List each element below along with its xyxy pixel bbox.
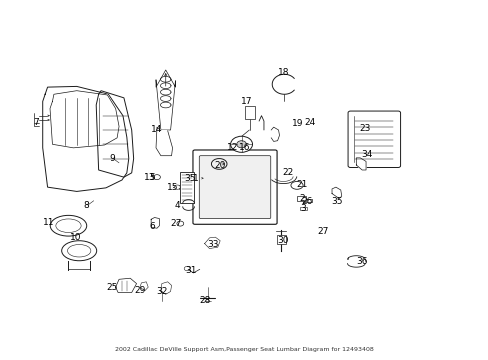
Text: 11: 11 <box>43 219 55 228</box>
Polygon shape <box>42 86 128 192</box>
Bar <box>180 172 194 203</box>
Text: 18: 18 <box>277 68 288 77</box>
Bar <box>302 199 311 202</box>
Text: 1: 1 <box>193 174 198 183</box>
Polygon shape <box>156 127 172 156</box>
Text: 15: 15 <box>166 183 178 192</box>
Polygon shape <box>96 91 133 177</box>
Text: 25: 25 <box>106 283 118 292</box>
Text: 28: 28 <box>199 296 210 305</box>
Text: 5: 5 <box>149 173 155 182</box>
Text: 23: 23 <box>359 124 370 133</box>
Text: 3: 3 <box>299 204 305 213</box>
Circle shape <box>184 266 190 271</box>
Text: 13: 13 <box>143 173 155 182</box>
Text: 10: 10 <box>69 233 81 242</box>
FancyBboxPatch shape <box>347 111 400 167</box>
Text: 34: 34 <box>361 150 372 159</box>
Bar <box>296 197 305 201</box>
Text: 16: 16 <box>238 143 250 152</box>
Polygon shape <box>50 91 119 148</box>
Text: 2: 2 <box>299 194 304 203</box>
Text: 8: 8 <box>83 201 89 210</box>
Text: 19: 19 <box>292 119 303 128</box>
Text: 17: 17 <box>241 97 252 106</box>
Polygon shape <box>331 187 341 199</box>
Text: 26: 26 <box>301 197 312 206</box>
Text: 32: 32 <box>156 287 167 296</box>
Text: 27: 27 <box>170 219 182 228</box>
Text: 22: 22 <box>282 168 293 177</box>
Polygon shape <box>151 217 159 228</box>
FancyBboxPatch shape <box>199 156 270 219</box>
Circle shape <box>177 221 183 226</box>
Ellipse shape <box>67 244 91 257</box>
Text: 27: 27 <box>317 227 328 236</box>
Text: 35: 35 <box>330 197 342 206</box>
Polygon shape <box>161 282 171 294</box>
Bar <box>300 207 306 210</box>
Ellipse shape <box>230 136 252 152</box>
Text: 21: 21 <box>296 180 307 189</box>
Text: 31: 31 <box>185 266 196 275</box>
Text: 20: 20 <box>214 161 225 170</box>
Text: 30: 30 <box>277 236 288 245</box>
Bar <box>277 235 285 244</box>
FancyBboxPatch shape <box>193 150 277 224</box>
Text: 24: 24 <box>304 118 315 127</box>
Text: 2002 Cadillac DeVille Support Asm,Passenger Seat Lumbar Diagram for 12493408: 2002 Cadillac DeVille Support Asm,Passen… <box>115 347 373 352</box>
Polygon shape <box>356 158 366 170</box>
Circle shape <box>174 185 180 189</box>
Polygon shape <box>140 282 148 291</box>
Polygon shape <box>204 237 220 249</box>
Text: 33: 33 <box>207 240 218 249</box>
Text: 4: 4 <box>174 201 180 210</box>
Ellipse shape <box>61 241 97 261</box>
Text: 36: 36 <box>356 257 367 266</box>
Text: 12: 12 <box>226 143 238 152</box>
Circle shape <box>153 175 160 180</box>
Text: 29: 29 <box>134 285 145 294</box>
Ellipse shape <box>236 141 246 148</box>
Ellipse shape <box>290 181 303 189</box>
Text: 6: 6 <box>149 222 155 231</box>
Text: 14: 14 <box>151 126 163 135</box>
Text: 35: 35 <box>184 174 195 183</box>
Ellipse shape <box>56 219 81 233</box>
Text: 9: 9 <box>109 154 115 163</box>
Bar <box>245 106 255 119</box>
Ellipse shape <box>50 215 86 236</box>
Text: 7: 7 <box>34 118 39 127</box>
Polygon shape <box>116 278 136 293</box>
